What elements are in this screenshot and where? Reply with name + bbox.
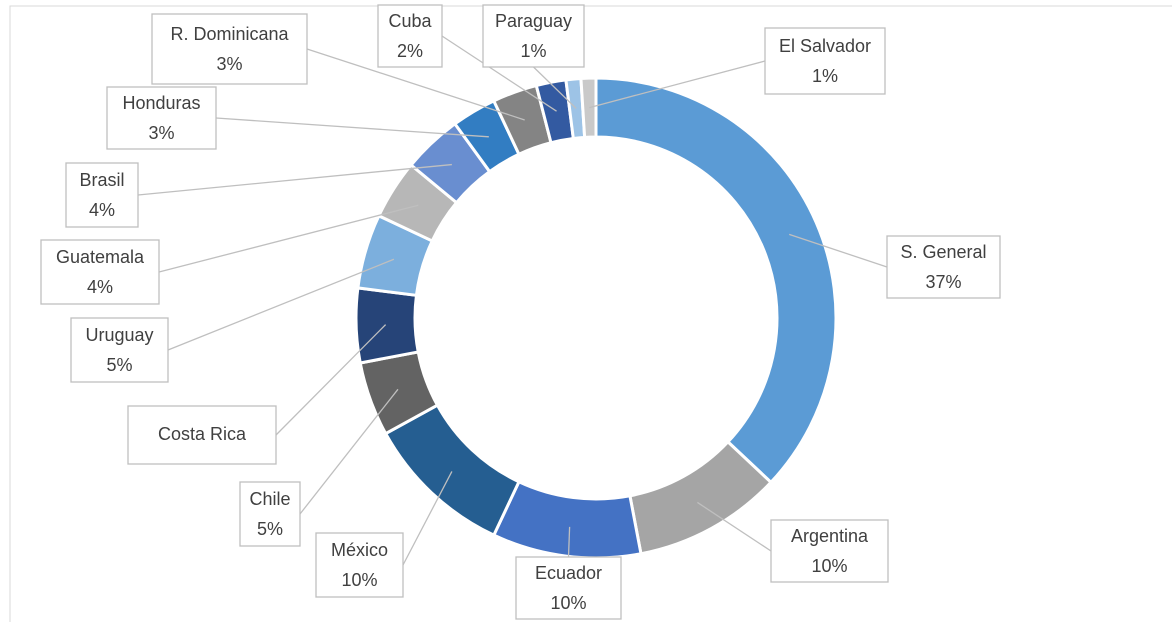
leader-line [167,258,395,351]
category-label: Honduras [122,93,200,113]
value-label: 10% [550,593,586,613]
leader-line [589,60,766,109]
leader-line [788,233,888,268]
leader-line [275,324,387,436]
value-label: 1% [520,41,546,61]
donut-segment [354,286,420,365]
category-label: Chile [249,489,290,509]
category-label: R. Dominicana [170,24,289,44]
label-box [315,532,404,598]
category-label: Guatemala [56,247,145,267]
chart-frame [9,5,1172,622]
value-label: 5% [106,355,132,375]
value-label: 5% [257,519,283,539]
value-label: 37% [925,272,961,292]
category-label: Brasil [79,170,124,190]
donut-segment [579,76,598,139]
value-label: 3% [148,123,174,143]
category-label: Costa Rica [158,424,247,444]
donut-segment [594,76,838,485]
leader-line [158,204,419,273]
label-box [482,4,585,68]
leader-line [567,526,571,558]
category-label: Paraguay [495,11,572,31]
label-box [106,86,217,150]
donut-segment [383,403,521,538]
donut-segment [491,479,643,560]
value-label: 10% [811,556,847,576]
leader-line [402,471,453,566]
label-box [764,27,886,95]
label-box [127,405,277,465]
category-label: México [331,540,388,560]
category-label: Argentina [791,526,869,546]
label-box [65,162,139,228]
value-label: 4% [87,277,113,297]
value-label: 4% [89,200,115,220]
category-label: Ecuador [535,563,602,583]
category-label: Cuba [388,11,432,31]
label-box [886,235,1001,299]
category-label: El Salvador [779,36,871,56]
label-box [151,13,308,85]
value-label: 2% [397,41,423,61]
leader-line [306,48,525,121]
value-label: 10% [341,570,377,590]
label-box [239,481,301,547]
label-box [770,519,889,583]
label-box [70,317,169,383]
category-label: S. General [900,242,986,262]
leader-line [697,501,772,552]
leader-line [137,163,452,196]
value-label: 3% [216,54,242,74]
leader-line [215,117,489,138]
leader-line [441,35,557,112]
leader-line [533,66,577,109]
leader-line [299,388,399,515]
label-box [515,556,622,620]
label-box [377,4,443,68]
value-label: 1% [812,66,838,86]
label-box [40,239,160,305]
category-label: Uruguay [85,325,153,345]
